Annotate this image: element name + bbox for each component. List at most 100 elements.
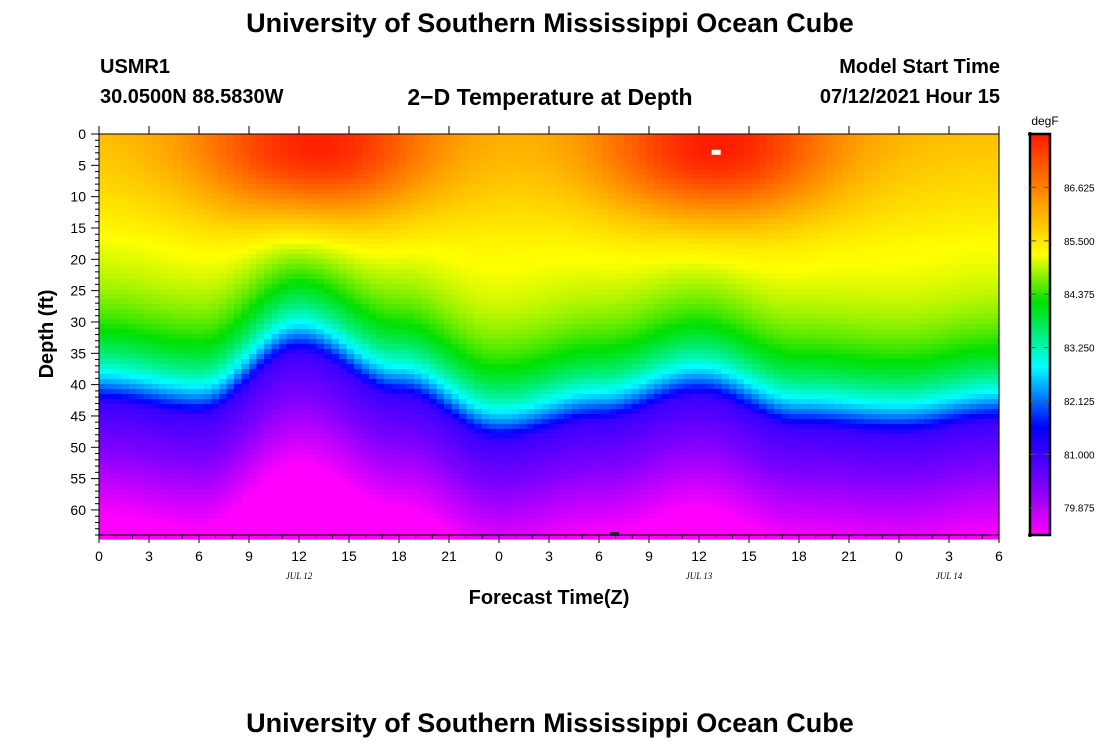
heatmap-cell <box>594 289 603 295</box>
heatmap-cell <box>691 279 700 285</box>
heatmap-cell <box>219 134 228 140</box>
heatmap-cell <box>586 249 595 255</box>
heatmap-cell <box>264 184 273 190</box>
heatmap-cell <box>489 319 498 325</box>
heatmap-cell <box>594 314 603 320</box>
heatmap-cell <box>249 159 258 165</box>
heatmap-cell <box>519 229 528 235</box>
heatmap-cell <box>594 209 603 215</box>
heatmap-cell <box>324 329 333 335</box>
heatmap-cell <box>294 319 303 325</box>
heatmap-cell <box>676 229 685 235</box>
heatmap-cell <box>706 259 715 265</box>
heatmap-cell <box>864 184 873 190</box>
heatmap-cell <box>429 254 438 260</box>
heatmap-cell <box>766 254 775 260</box>
heatmap-cell <box>669 269 678 275</box>
heatmap-cell <box>504 204 513 210</box>
heatmap-cell <box>691 224 700 230</box>
heatmap-cell <box>504 259 513 265</box>
heatmap-cell <box>624 174 633 180</box>
heatmap-cell <box>976 314 985 320</box>
heatmap-cell <box>819 294 828 300</box>
heatmap-cell <box>624 234 633 240</box>
heatmap-cell <box>324 254 333 260</box>
heatmap-cell <box>541 309 550 315</box>
heatmap-cell <box>309 304 318 310</box>
heatmap-cell <box>916 139 925 145</box>
heatmap-cell <box>301 239 310 245</box>
heatmap-cell <box>706 249 715 255</box>
heatmap-cell <box>129 279 138 285</box>
heatmap-cell <box>804 224 813 230</box>
heatmap-cell <box>909 199 918 205</box>
heatmap-cell <box>826 259 835 265</box>
heatmap-cell <box>849 154 858 160</box>
heatmap-cell <box>406 224 415 230</box>
heatmap-cell <box>549 314 558 320</box>
heatmap-cell <box>519 274 528 280</box>
heatmap-cell <box>916 314 925 320</box>
heatmap-cell <box>766 314 775 320</box>
heatmap-cell <box>211 299 220 305</box>
heatmap-cell <box>826 234 835 240</box>
heatmap-cell <box>361 214 370 220</box>
heatmap-cell <box>354 329 363 335</box>
heatmap-cell <box>984 164 993 170</box>
heatmap-cell <box>99 339 108 345</box>
heatmap-cell <box>211 139 220 145</box>
heatmap-cell <box>954 179 963 185</box>
heatmap-cell <box>144 174 153 180</box>
heatmap-cell <box>714 289 723 295</box>
heatmap-cell <box>804 324 813 330</box>
heatmap-cell <box>879 309 888 315</box>
heatmap-cell <box>534 149 543 155</box>
heatmap-cell <box>714 204 723 210</box>
heatmap-cell <box>151 194 160 200</box>
heatmap-cell <box>931 169 940 175</box>
heatmap-cell <box>909 194 918 200</box>
heatmap-cell <box>886 269 895 275</box>
heatmap-cell <box>699 139 708 145</box>
heatmap-cell <box>654 209 663 215</box>
heatmap-cell <box>721 289 730 295</box>
heatmap-cell <box>159 184 168 190</box>
heatmap-cell <box>969 274 978 280</box>
heatmap-cell <box>459 154 468 160</box>
heatmap-cell <box>204 279 213 285</box>
heatmap-cell <box>961 239 970 245</box>
heatmap-cell <box>774 319 783 325</box>
heatmap-cell <box>316 234 325 240</box>
heatmap-cell <box>864 309 873 315</box>
heatmap-cell <box>991 189 1000 195</box>
heatmap-cell <box>519 249 528 255</box>
heatmap-cell <box>159 284 168 290</box>
heatmap-cell <box>204 164 213 170</box>
heatmap-cell <box>811 269 820 275</box>
heatmap-cell <box>729 334 738 340</box>
heatmap-cell <box>826 184 835 190</box>
heatmap-cell <box>901 214 910 220</box>
heatmap-cell <box>121 169 130 175</box>
heatmap-cell <box>751 279 760 285</box>
heatmap-cell <box>481 184 490 190</box>
heatmap-cell <box>631 259 640 265</box>
heatmap-cell <box>264 289 273 295</box>
heatmap-cell <box>114 199 123 205</box>
heatmap-cell <box>804 249 813 255</box>
heatmap-cell <box>354 259 363 265</box>
heatmap-cell <box>399 259 408 265</box>
heatmap-cell <box>706 194 715 200</box>
heatmap-cell <box>969 264 978 270</box>
heatmap-cell <box>504 174 513 180</box>
heatmap-cell <box>226 164 235 170</box>
heatmap-cell <box>751 174 760 180</box>
heatmap-cell <box>789 304 798 310</box>
heatmap-cell <box>871 279 880 285</box>
heatmap-cell <box>481 334 490 340</box>
heatmap-cell <box>136 199 145 205</box>
heatmap-cell <box>234 224 243 230</box>
heatmap-cell <box>669 229 678 235</box>
heatmap-cell <box>159 334 168 340</box>
heatmap-cell <box>901 204 910 210</box>
